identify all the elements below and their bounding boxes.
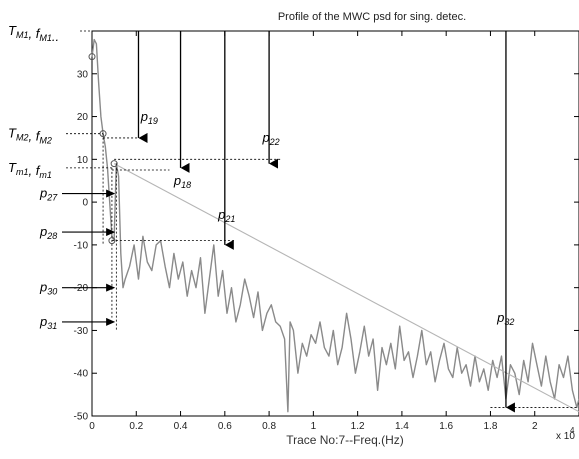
annotation-label: p32 (496, 310, 514, 327)
left-annotation-label: p27 (39, 186, 58, 203)
x-tick-label: 1.2 (351, 421, 365, 432)
annotation-label: p18 (173, 173, 191, 190)
x-tick-label: 1.6 (439, 421, 453, 432)
x-tick-label: 0.2 (129, 421, 143, 432)
data-marker (110, 160, 118, 168)
y-tick-label: 0 (82, 198, 88, 209)
series-layer (91, 38, 579, 413)
annotation-label: p21 (217, 207, 235, 224)
data-marker (99, 130, 107, 138)
x-multiplier: x 10 4 (556, 426, 575, 442)
x-tick-label: 0 (89, 421, 95, 432)
left-labels: TM1, fM1.. TM2, fM2 Tm1, fm1 p27 p28 p30 p31 (8, 23, 116, 331)
y-tick-label: -40 (74, 369, 89, 380)
x-multiplier-base: x 10 (556, 431, 575, 442)
left-annotation-label: Tm1, fm1 (8, 160, 52, 180)
chart-title: Profile of the MWC psd for sing. detec. (278, 11, 466, 23)
y-tick-label: -50 (74, 412, 89, 423)
left-annotation-label: TM2, fM2 (8, 126, 52, 146)
data-marker (108, 237, 116, 245)
y-tick-label: -30 (74, 326, 89, 337)
y-tick-label: 10 (77, 155, 89, 166)
annotation-label: p22 (261, 130, 279, 147)
left-annotation-label: p31 (39, 314, 57, 331)
psd-profile-line (91, 38, 579, 413)
y-tick-label: 30 (77, 69, 89, 80)
y-tick-label: -20 (74, 283, 89, 294)
annotation-labels: p19 p18 p22 p21 p32 (140, 109, 515, 327)
x-tick-label: 0.4 (174, 421, 188, 432)
y-tick-label: 20 (77, 112, 89, 123)
x-multiplier-exp: 4 (570, 426, 575, 435)
x-tick-label: 0.8 (262, 421, 276, 432)
markers (88, 53, 118, 245)
x-axis-label: Trace No:7--Freq.(Hz) (286, 433, 404, 447)
trend-line (113, 163, 579, 413)
y-tick-label: -10 (74, 240, 89, 251)
y-axis: -50 -40 -30 -20 -10 0 10 20 30 (74, 69, 579, 423)
x-tick-label: 1.8 (484, 421, 498, 432)
data-marker (88, 53, 96, 61)
x-tick-label: 2 (532, 421, 538, 432)
left-annotation-label: p28 (39, 224, 57, 241)
left-annotation-label: p30 (39, 280, 57, 297)
x-tick-label: 0.6 (218, 421, 232, 432)
x-tick-label: 1 (311, 421, 317, 432)
annotation-label: p19 (140, 109, 158, 126)
x-tick-label: 1.4 (395, 421, 409, 432)
left-annotation-label: TM1, fM1.. (8, 23, 59, 44)
annotation-arrows (137, 31, 515, 413)
